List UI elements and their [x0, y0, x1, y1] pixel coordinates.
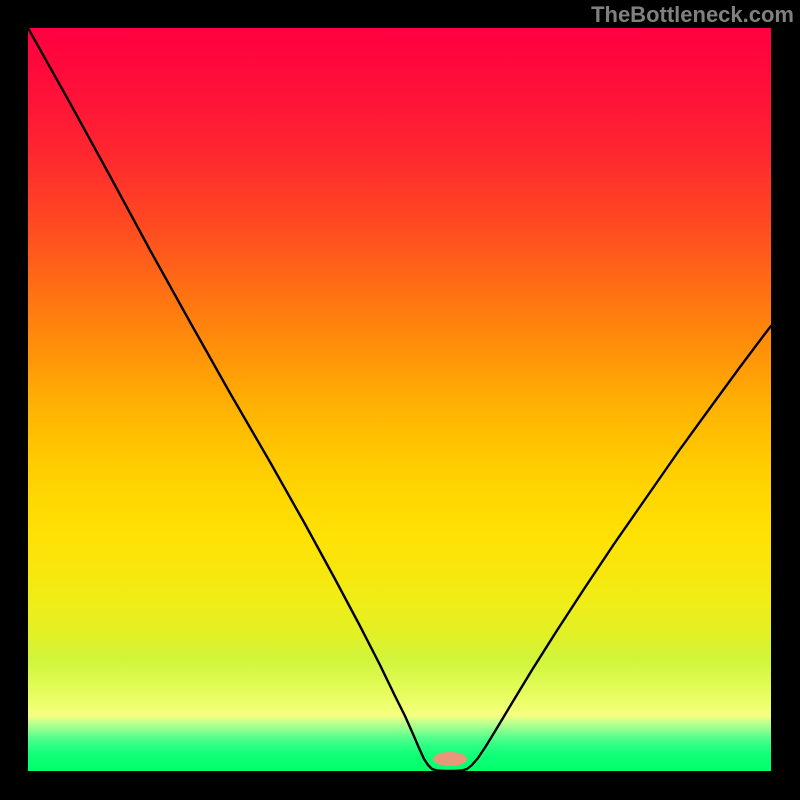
chart-svg — [0, 0, 800, 800]
bottleneck-marker — [433, 752, 467, 766]
plot-background — [28, 28, 771, 771]
chart-canvas: TheBottleneck.com — [0, 0, 800, 800]
watermark-text: TheBottleneck.com — [591, 2, 794, 28]
